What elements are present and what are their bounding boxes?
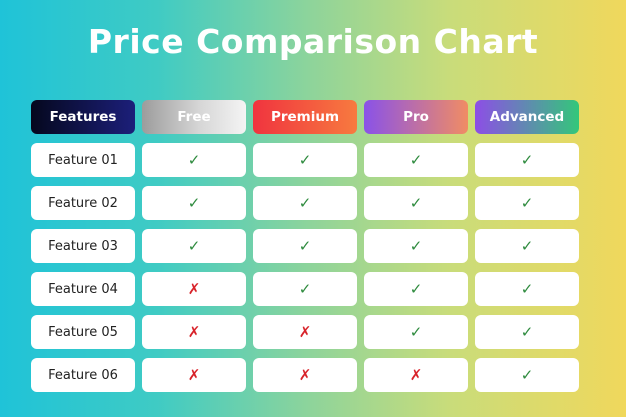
check-icon: ✓ bbox=[520, 280, 534, 298]
table-row: Feature 05 ✗ ✗ ✓ ✓ bbox=[31, 315, 579, 349]
column-header-advanced: Advanced bbox=[475, 100, 579, 134]
cell-free: ✓ bbox=[142, 229, 246, 263]
table-row: Feature 02 ✓ ✓ ✓ ✓ bbox=[31, 186, 579, 220]
cell-free: ✓ bbox=[142, 186, 246, 220]
cell-premium: ✗ bbox=[253, 358, 357, 392]
check-icon: ✓ bbox=[409, 151, 423, 169]
cell-premium: ✓ bbox=[253, 272, 357, 306]
cell-premium: ✓ bbox=[253, 229, 357, 263]
table-row: Feature 03 ✓ ✓ ✓ ✓ bbox=[31, 229, 579, 263]
feature-label: Feature 05 bbox=[31, 315, 135, 349]
check-icon: ✓ bbox=[520, 151, 534, 169]
check-icon: ✓ bbox=[298, 151, 312, 169]
check-icon: ✓ bbox=[409, 280, 423, 298]
cell-advanced: ✓ bbox=[475, 358, 579, 392]
column-header-features: Features bbox=[31, 100, 135, 134]
cell-free: ✓ bbox=[142, 143, 246, 177]
cell-pro: ✓ bbox=[364, 229, 468, 263]
cell-advanced: ✓ bbox=[475, 186, 579, 220]
cell-advanced: ✓ bbox=[475, 272, 579, 306]
check-icon: ✓ bbox=[520, 366, 534, 384]
check-icon: ✓ bbox=[409, 323, 423, 341]
cell-pro: ✓ bbox=[364, 315, 468, 349]
feature-label: Feature 04 bbox=[31, 272, 135, 306]
column-header-free: Free bbox=[142, 100, 246, 134]
table-body: Feature 01 ✓ ✓ ✓ ✓ Feature 02 ✓ ✓ ✓ ✓ Feature 03 ✓ ✓… bbox=[31, 143, 579, 392]
cell-premium: ✓ bbox=[253, 186, 357, 220]
column-header-pro: Pro bbox=[364, 100, 468, 134]
column-header-premium: Premium bbox=[253, 100, 357, 134]
cross-icon: ✗ bbox=[187, 280, 201, 298]
check-icon: ✓ bbox=[187, 151, 201, 169]
cell-pro: ✓ bbox=[364, 143, 468, 177]
check-icon: ✓ bbox=[298, 194, 312, 212]
cell-premium: ✓ bbox=[253, 143, 357, 177]
check-icon: ✓ bbox=[520, 194, 534, 212]
table-row: Feature 06 ✗ ✗ ✗ ✓ bbox=[31, 358, 579, 392]
cross-icon: ✗ bbox=[298, 323, 312, 341]
check-icon: ✓ bbox=[298, 280, 312, 298]
cell-free: ✗ bbox=[142, 272, 246, 306]
check-icon: ✓ bbox=[520, 323, 534, 341]
check-icon: ✓ bbox=[409, 194, 423, 212]
cell-free: ✗ bbox=[142, 315, 246, 349]
cross-icon: ✗ bbox=[298, 366, 312, 384]
feature-label: Feature 03 bbox=[31, 229, 135, 263]
comparison-table: Features Free Premium Pro Advanced Featu… bbox=[31, 100, 579, 401]
cell-advanced: ✓ bbox=[475, 143, 579, 177]
check-icon: ✓ bbox=[187, 237, 201, 255]
cell-advanced: ✓ bbox=[475, 229, 579, 263]
cell-pro: ✓ bbox=[364, 186, 468, 220]
check-icon: ✓ bbox=[409, 237, 423, 255]
cell-pro: ✗ bbox=[364, 358, 468, 392]
page-title: Price Comparison Chart bbox=[87, 22, 539, 61]
table-row: Feature 04 ✗ ✓ ✓ ✓ bbox=[31, 272, 579, 306]
feature-label: Feature 01 bbox=[31, 143, 135, 177]
table-row: Feature 01 ✓ ✓ ✓ ✓ bbox=[31, 143, 579, 177]
cell-premium: ✗ bbox=[253, 315, 357, 349]
feature-label: Feature 02 bbox=[31, 186, 135, 220]
cross-icon: ✗ bbox=[187, 323, 201, 341]
cell-pro: ✓ bbox=[364, 272, 468, 306]
check-icon: ✓ bbox=[187, 194, 201, 212]
feature-label: Feature 06 bbox=[31, 358, 135, 392]
check-icon: ✓ bbox=[298, 237, 312, 255]
check-icon: ✓ bbox=[520, 237, 534, 255]
cross-icon: ✗ bbox=[409, 366, 423, 384]
header-row: Features Free Premium Pro Advanced bbox=[31, 100, 579, 134]
cross-icon: ✗ bbox=[187, 366, 201, 384]
cell-advanced: ✓ bbox=[475, 315, 579, 349]
cell-free: ✗ bbox=[142, 358, 246, 392]
